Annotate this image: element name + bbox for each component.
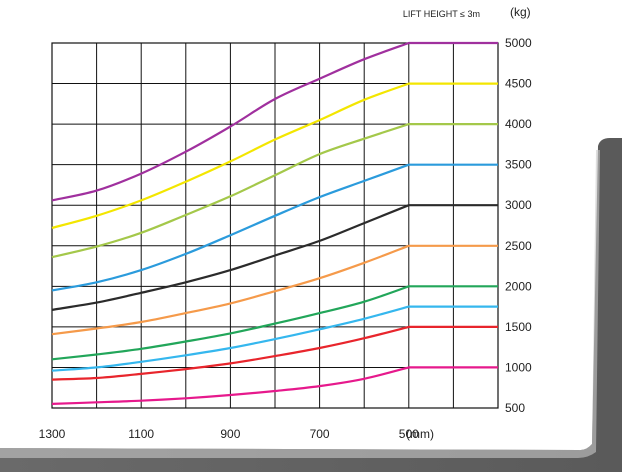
y-tick-label: 3000 <box>505 198 532 212</box>
capacity-curve-3500 <box>51 163 498 292</box>
capacity-curve-4000 <box>51 123 498 259</box>
capacity-curve-2500 <box>51 244 498 336</box>
x-unit-label: (mm) <box>406 427 434 441</box>
capacity-curve-4500 <box>51 82 498 229</box>
y-tick-label: 4000 <box>505 117 532 131</box>
y-tick-label: 500 <box>505 401 525 415</box>
y-tick-label: 2500 <box>505 239 532 253</box>
lift-height-note: LIFT HEIGHT ≤ 3m <box>403 9 480 19</box>
x-tick-label: 700 <box>310 427 330 441</box>
capacity-curve-1750 <box>51 305 498 372</box>
capacity-curves <box>51 41 498 405</box>
y-tick-label: 2000 <box>505 279 532 293</box>
fork-silhouette <box>0 138 622 472</box>
x-tick-label: 900 <box>220 427 240 441</box>
capacity-curve-5000 <box>51 41 498 202</box>
y-tick-label: 3500 <box>505 158 532 172</box>
y-tick-label: 1000 <box>505 360 532 374</box>
y-unit-label: (kg) <box>510 5 531 19</box>
y-tick-label: 5000 <box>505 36 532 50</box>
capacity-curve-1500 <box>51 325 498 381</box>
y-tick-label: 1500 <box>505 320 532 334</box>
y-axis-ticks: 5000 4500 4000 3500 3000 2500 2000 1500 1000 500 <box>505 36 532 415</box>
y-tick-label: 4500 <box>505 77 532 91</box>
capacity-curve-2000 <box>51 285 498 361</box>
x-axis-ticks: 1300 1100 900 700 500 <box>39 427 419 441</box>
plot-grid <box>51 42 499 409</box>
x-tick-label: 500 <box>399 427 419 441</box>
capacity-curve-3000 <box>51 204 498 311</box>
x-tick-label: 1300 <box>39 427 66 441</box>
x-tick-label: 1100 <box>128 427 154 441</box>
capacity-curve-1000 <box>51 366 498 405</box>
